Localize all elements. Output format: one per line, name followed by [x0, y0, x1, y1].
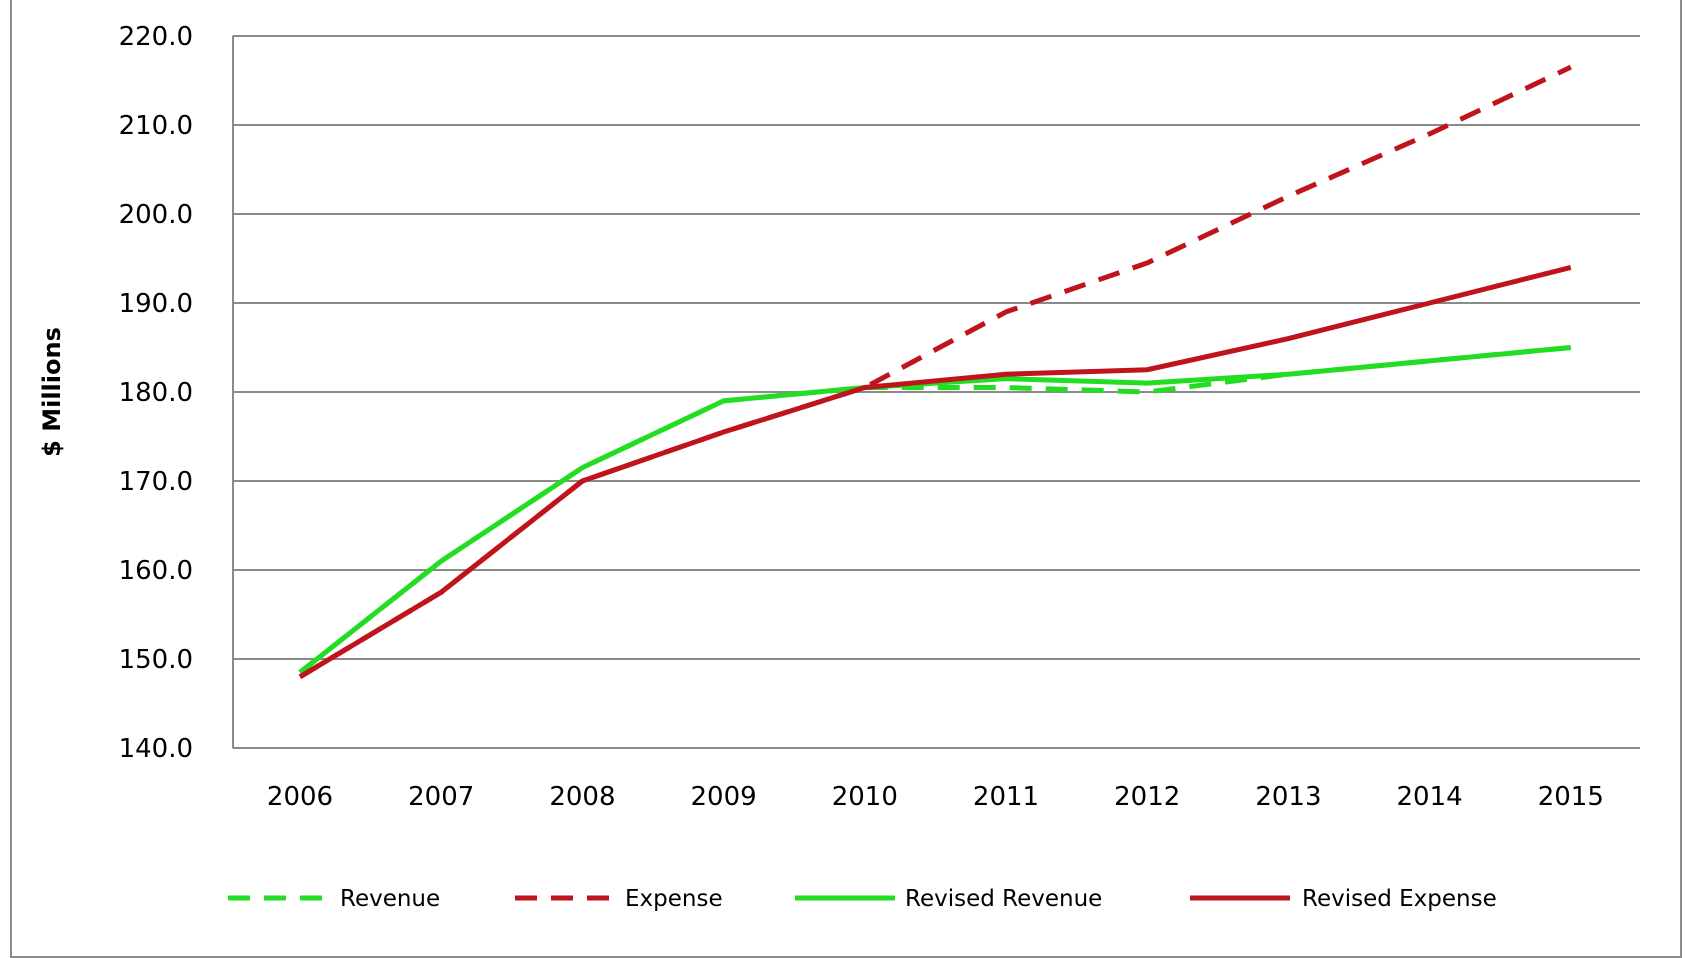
y-axis-title: $ Millions — [38, 327, 66, 457]
series-line-expense — [298, 64, 1572, 679]
x-tick-label: 2010 — [832, 782, 898, 812]
x-tick-label: 2014 — [1397, 782, 1463, 812]
x-tick-label: 2012 — [1114, 782, 1180, 812]
legend: Revenue Expense Revised Revenue Revised Exp… — [228, 886, 1497, 912]
series-line-revenue — [298, 345, 1572, 675]
y-tick-label: 150.0 — [119, 645, 193, 675]
x-tick-label: 2015 — [1538, 782, 1604, 812]
legend-label: Revenue — [340, 886, 440, 912]
legend-label: Expense — [625, 886, 723, 912]
x-tick-label: 2009 — [691, 782, 757, 812]
legend-label: Revised Revenue — [905, 886, 1102, 912]
legend-label: Revised Expense — [1302, 886, 1497, 912]
x-axis-tick-labels: 2006 2007 2008 2009 2010 2011 2012 2013 2014 2015 — [267, 782, 1604, 812]
y-axis-tick-labels: 140.0 150.0 160.0 170.0 180.0 190.0 200.0 210.0… — [119, 22, 193, 764]
x-tick-label: 2011 — [973, 782, 1039, 812]
x-tick-label: 2006 — [267, 782, 333, 812]
y-tick-label: 210.0 — [119, 111, 193, 141]
y-tick-label: 200.0 — [119, 200, 193, 230]
series-line-revised-revenue — [298, 345, 1572, 675]
x-tick-label: 2008 — [549, 782, 615, 812]
chart-frame — [10, 0, 1682, 958]
y-tick-label: 190.0 — [119, 289, 193, 319]
gridlines — [232, 35, 1640, 749]
y-tick-label: 160.0 — [119, 556, 193, 586]
series-line-revised-expense — [298, 264, 1572, 679]
y-tick-label: 220.0 — [119, 22, 193, 52]
x-tick-label: 2013 — [1255, 782, 1321, 812]
y-tick-label: 180.0 — [119, 378, 193, 408]
y-tick-label: 170.0 — [119, 467, 193, 497]
series-lines — [298, 64, 1572, 679]
x-tick-label: 2007 — [408, 782, 474, 812]
y-tick-label: 140.0 — [119, 734, 193, 764]
